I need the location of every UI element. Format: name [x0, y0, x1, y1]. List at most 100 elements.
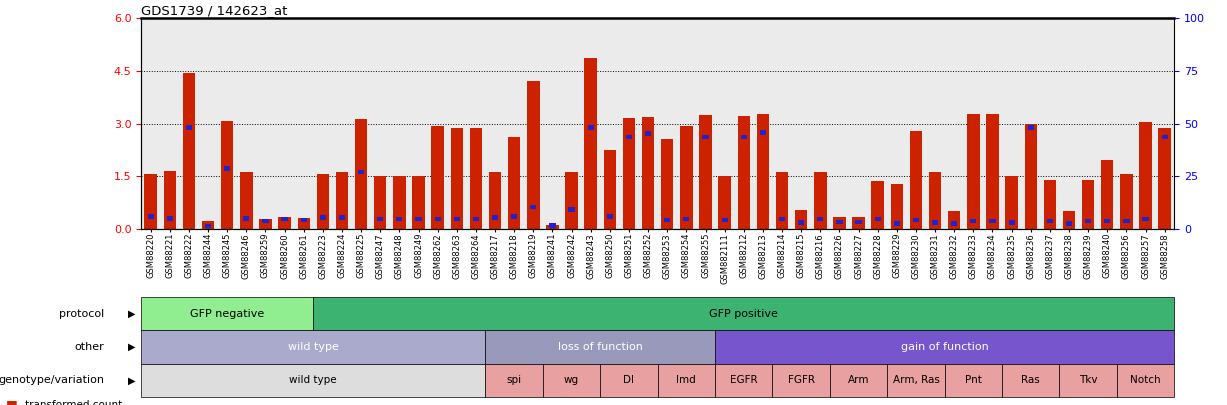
Text: loss of function: loss of function [558, 342, 643, 352]
Bar [546, 225, 558, 229]
Bar [301, 218, 307, 222]
Bar [528, 81, 540, 229]
Bar [205, 224, 211, 228]
Bar [167, 216, 173, 221]
Bar [913, 218, 919, 222]
Bar [225, 166, 231, 171]
Bar [623, 118, 636, 229]
Bar [1140, 122, 1152, 229]
Bar [760, 130, 766, 134]
Bar [1047, 219, 1053, 224]
Bar [757, 114, 769, 229]
Bar [454, 217, 460, 221]
Text: genotype/variation: genotype/variation [0, 375, 104, 385]
Text: spi: spi [507, 375, 521, 385]
Bar [1142, 217, 1148, 221]
Text: gain of function: gain of function [901, 342, 989, 352]
Bar [566, 172, 578, 229]
Bar [1063, 211, 1075, 229]
Bar [358, 170, 364, 174]
Bar [775, 172, 788, 229]
Bar [412, 176, 425, 229]
Bar [817, 217, 823, 221]
Bar [642, 117, 654, 229]
Bar [1085, 219, 1091, 224]
Bar [221, 121, 233, 229]
Bar [320, 215, 326, 220]
Bar [396, 217, 402, 221]
Bar [853, 217, 865, 229]
Bar [339, 215, 345, 220]
Bar [281, 217, 287, 221]
Bar [355, 119, 367, 229]
Bar [814, 172, 827, 229]
Bar [929, 172, 941, 229]
Bar [432, 126, 444, 229]
Bar [798, 220, 804, 225]
Text: Dl: Dl [623, 375, 634, 385]
Bar [795, 209, 807, 229]
Bar [606, 214, 614, 219]
Bar [145, 175, 157, 229]
Text: Notch: Notch [1130, 375, 1161, 385]
Bar [721, 218, 728, 222]
Bar [472, 217, 479, 221]
Bar [680, 126, 692, 229]
Text: other: other [75, 342, 104, 352]
Bar [568, 207, 574, 212]
Bar [741, 134, 747, 139]
Bar [683, 217, 690, 221]
Bar [202, 221, 215, 229]
Text: GFP negative: GFP negative [190, 309, 264, 319]
Bar [243, 216, 249, 221]
Bar [1104, 219, 1110, 224]
Bar [1158, 128, 1171, 229]
Text: Arm: Arm [848, 375, 869, 385]
Bar [967, 114, 979, 229]
Bar [393, 176, 406, 229]
Text: EGFR: EGFR [730, 375, 757, 385]
Bar [512, 214, 518, 219]
Bar [855, 220, 861, 224]
Bar [989, 219, 995, 224]
Bar [1044, 180, 1056, 229]
Bar [1028, 126, 1034, 130]
Text: wild type: wild type [290, 375, 337, 385]
Bar [719, 176, 731, 229]
Bar [488, 172, 502, 229]
Bar [1066, 221, 1072, 226]
Bar [779, 217, 785, 221]
Bar [584, 58, 596, 229]
Bar [240, 172, 253, 229]
Bar [664, 218, 670, 222]
Bar [909, 131, 923, 229]
Bar [891, 184, 903, 229]
Bar [933, 220, 939, 225]
Bar [588, 126, 594, 130]
Bar [1120, 175, 1133, 229]
Bar [416, 217, 422, 221]
Text: Pnt: Pnt [964, 375, 982, 385]
Text: GDS1739 / 142623_at: GDS1739 / 142623_at [141, 4, 287, 17]
Text: Ras: Ras [1021, 375, 1040, 385]
Bar [259, 220, 271, 229]
Bar [702, 134, 709, 139]
Bar [470, 128, 482, 229]
Text: ▶: ▶ [128, 375, 135, 385]
Bar [971, 219, 977, 224]
Bar [279, 217, 291, 229]
Bar [833, 217, 845, 229]
Text: wg: wg [564, 375, 579, 385]
Bar [645, 131, 652, 136]
Bar [875, 217, 881, 221]
Bar [163, 171, 175, 229]
Text: GFP positive: GFP positive [709, 309, 778, 319]
Bar [336, 172, 348, 229]
Bar [185, 126, 193, 130]
Bar [317, 175, 329, 229]
Bar [147, 214, 153, 219]
Text: Imd: Imd [676, 375, 696, 385]
Bar [604, 150, 616, 229]
Bar [450, 128, 463, 229]
Bar [948, 211, 961, 229]
